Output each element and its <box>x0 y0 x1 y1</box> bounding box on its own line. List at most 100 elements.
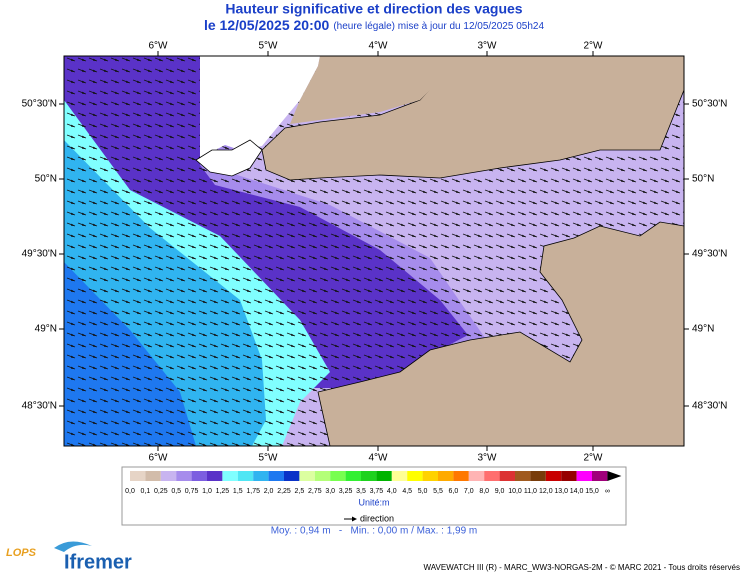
color-swatch <box>284 471 300 481</box>
scale-label: 0,0 <box>125 488 135 495</box>
logo-lops: LOPS <box>6 547 37 559</box>
color-swatch <box>561 471 577 481</box>
scale-label: 8,0 <box>479 488 489 495</box>
color-swatch <box>499 471 515 481</box>
scale-label: 11,0 <box>524 488 537 495</box>
lat-label: 49°N <box>692 324 714 335</box>
legend: 0,0 0,1 0,25 0,5 0,75 1,0 1,25 1,5 1,75 2,0 2,25 2,… <box>125 471 622 495</box>
color-swatch <box>253 471 269 481</box>
lat-label: 50°30'N <box>22 99 57 110</box>
scale-label: 3,75 <box>370 488 384 495</box>
lon-label: 5°W <box>259 453 279 464</box>
color-swatch <box>176 471 192 481</box>
scale-label: 0,5 <box>171 488 181 495</box>
scale-label: 9,0 <box>495 488 505 495</box>
scale-label: 3,25 <box>339 488 353 495</box>
color-swatch <box>438 471 454 481</box>
color-swatch <box>391 471 408 481</box>
lat-label: 50°N <box>692 174 714 185</box>
color-swatch <box>407 471 423 481</box>
scale-label: 4,0 <box>387 488 397 495</box>
subtitle: le 12/05/2025 20:00 (heure légale) mise à… <box>204 17 544 33</box>
map <box>64 56 684 446</box>
date: le 12/05/2025 20:00 <box>204 17 330 33</box>
direction-label: direction <box>360 513 394 523</box>
color-swatch <box>191 471 207 481</box>
lat-label: 48°30'N <box>692 401 727 412</box>
scale-label: ∞ <box>605 488 610 495</box>
color-swatch <box>299 471 315 481</box>
color-swatch <box>576 471 592 481</box>
lon-label: 3°W <box>478 453 498 464</box>
scale-label: 3,0 <box>325 488 335 495</box>
stats: Moy. : 0,94 m - Min. : 0,00 m / Max. : 1… <box>271 526 478 537</box>
scale-label: 2,0 <box>264 488 274 495</box>
scale-label: 0,1 <box>141 488 151 495</box>
direction-arrow <box>352 516 357 522</box>
scale-label: 2,5 <box>295 488 305 495</box>
scale-label: 4,5 <box>402 488 412 495</box>
color-swatch <box>422 471 438 481</box>
logo-ifremer: Ifremer <box>64 551 132 573</box>
land <box>317 221 684 446</box>
color-swatch <box>592 471 608 481</box>
map-frame <box>63 55 685 447</box>
scale-label: 2,75 <box>308 488 322 495</box>
scale-label: 1,5 <box>233 488 243 495</box>
scale-label: 1,25 <box>216 488 230 495</box>
scale-label: 6,0 <box>449 488 459 495</box>
color-swatch <box>222 471 238 481</box>
title: Hauteur significative et direction des v… <box>225 1 522 17</box>
lon-label: 3°W <box>478 41 498 52</box>
scale-label: 3,5 <box>356 488 366 495</box>
color-swatch <box>314 471 331 481</box>
lon-label: 4°W <box>369 41 389 52</box>
scale-label: 0,25 <box>154 488 168 495</box>
color-swatch <box>268 471 284 481</box>
scale-label: 12,0 <box>539 488 553 495</box>
color-swatch <box>453 471 469 481</box>
lat-label: 48°30'N <box>22 401 57 412</box>
scale-label: 1,0 <box>202 488 212 495</box>
scale-label: 13,0 <box>554 488 568 495</box>
scale-label: 0,75 <box>185 488 199 495</box>
land <box>261 56 684 181</box>
scale-label: 1,75 <box>246 488 260 495</box>
scale-label: 10,0 <box>508 488 522 495</box>
logo-shape <box>54 541 92 552</box>
credit: WAVEWATCH III (R) - MARC_WW3-NORGAS-2M -… <box>424 563 740 572</box>
color-swatch <box>160 471 177 481</box>
lat-label: 50°30'N <box>692 99 727 110</box>
lat-label: 50°N <box>35 174 57 185</box>
color-swatch <box>237 471 254 481</box>
no-data <box>200 56 320 158</box>
unit: Unité:m <box>358 497 389 507</box>
scale-arrow <box>607 471 622 481</box>
graticule: 6°W 6°W 5°W 5°W 4°W 4°W 3°W 3°W 2°W 2°W 50°30'N 50°… <box>22 41 728 464</box>
color-swatch <box>515 471 531 481</box>
color-swatch <box>376 471 392 481</box>
lon-label: 5°W <box>259 41 279 52</box>
scale-label: 14,0 <box>570 488 584 495</box>
color-swatch <box>345 471 361 481</box>
lon-label: 2°W <box>584 41 604 52</box>
color-swatch <box>468 471 485 481</box>
color-swatch <box>145 471 161 481</box>
update-note: (heure légale) mise à jour du 12/05/2025… <box>333 21 544 32</box>
color-swatch <box>130 471 146 481</box>
color-swatch <box>484 471 500 481</box>
scale-label: 15,0 <box>585 488 599 495</box>
color-swatch <box>330 471 346 481</box>
land <box>290 56 684 124</box>
color-swatch <box>545 471 562 481</box>
color-swatch <box>361 471 377 481</box>
lon-label: 6°W <box>149 453 169 464</box>
lat-label: 49°30'N <box>22 249 57 260</box>
color-swatch <box>530 471 546 481</box>
color-swatch <box>207 471 223 481</box>
scale-label: 2,25 <box>277 488 291 495</box>
scale-label: 5,5 <box>433 488 443 495</box>
scale-label: 7,0 <box>464 488 474 495</box>
lon-label: 6°W <box>149 41 169 52</box>
